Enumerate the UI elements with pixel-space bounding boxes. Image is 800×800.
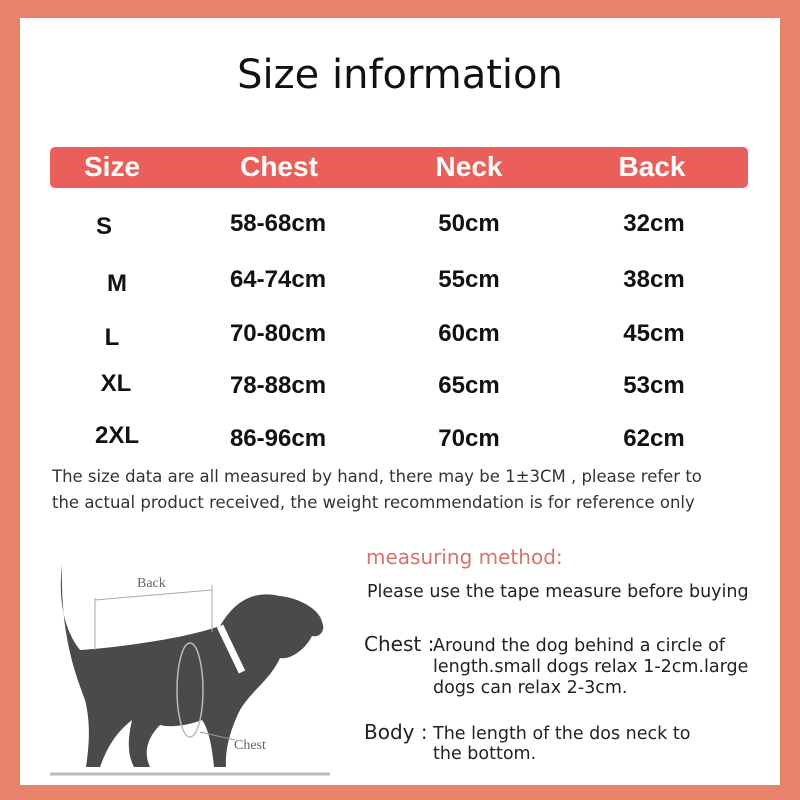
table-cell: 58-68cm bbox=[229, 210, 327, 237]
page-title: Size information bbox=[237, 52, 563, 98]
chest-tape bbox=[176, 642, 204, 738]
collar bbox=[216, 624, 246, 674]
table-cell: 38cm bbox=[623, 266, 685, 293]
header-size: Size bbox=[83, 151, 141, 182]
text-line: the bottom. bbox=[433, 744, 537, 764]
table-cell: 2XL bbox=[94, 422, 140, 449]
text-line: length.small dogs relax 1-2cm.large bbox=[433, 657, 749, 677]
back-tape bbox=[94, 585, 213, 650]
method-intro: Please use the tape measure before buyin… bbox=[367, 582, 749, 602]
measurement-note: The size data are all measured by hand, … bbox=[52, 464, 702, 516]
note-line: the actual product received, the weight … bbox=[52, 493, 695, 512]
text-line: The length of the dos neck to bbox=[433, 724, 691, 744]
table-cell: 55cm bbox=[438, 266, 500, 293]
text-line: dogs can relax 2-3cm. bbox=[433, 678, 628, 698]
table-cell: 65cm bbox=[438, 372, 500, 399]
table-cell: L bbox=[104, 324, 120, 351]
method-heading: measuring method: bbox=[366, 545, 563, 569]
dog-silhouette bbox=[60, 565, 324, 767]
chest-method-label: Chest : bbox=[364, 632, 435, 656]
table-cell: 32cm bbox=[623, 210, 685, 237]
table-cell: 45cm bbox=[623, 320, 685, 347]
text-line: Around the dog behind a circle of bbox=[433, 636, 725, 656]
chest-pointer bbox=[199, 731, 236, 741]
table-cell: 50cm bbox=[438, 210, 500, 237]
table-cell: M bbox=[107, 270, 127, 297]
table-cell: 86-96cm bbox=[229, 425, 327, 452]
header-neck: Neck bbox=[435, 151, 503, 182]
table-cell: 70cm bbox=[438, 425, 500, 452]
table-cell: S bbox=[95, 213, 113, 240]
table-cell: 60cm bbox=[438, 320, 500, 347]
table-cell: XL bbox=[100, 370, 132, 397]
table-cell: 64-74cm bbox=[229, 266, 327, 293]
chest-method-text: Around the dog behind a circle of length… bbox=[433, 636, 748, 699]
header-back: Back bbox=[618, 151, 686, 182]
table-cell: 53cm bbox=[623, 372, 685, 399]
table-cell: 78-88cm bbox=[229, 372, 327, 399]
table-header: Size Chest Neck Back bbox=[50, 147, 748, 188]
chest-label: Chest bbox=[234, 738, 266, 753]
body-method-label: Body : bbox=[364, 720, 428, 744]
table-cell: 70-80cm bbox=[229, 320, 327, 347]
body-method-text: The length of the dos neck to the bottom… bbox=[433, 724, 690, 764]
back-label: Back bbox=[137, 576, 166, 591]
note-line: The size data are all measured by hand, … bbox=[52, 467, 702, 486]
dog-diagram: Back Chest bbox=[50, 565, 330, 776]
header-chest: Chest bbox=[240, 151, 318, 182]
table-cell: 62cm bbox=[623, 425, 685, 452]
